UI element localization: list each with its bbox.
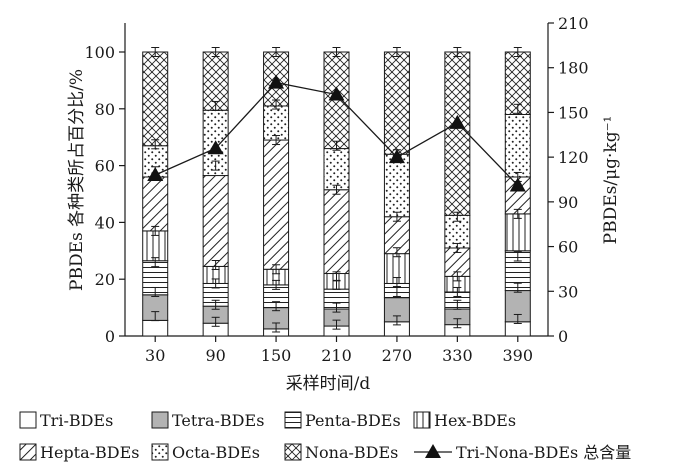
right-axis-title: PBDEs/μg·kg⁻¹ [601, 116, 621, 245]
bar-segment-nona-bdes [202, 51, 229, 111]
legend-label: Hex-BDEs [434, 411, 516, 430]
right-tick-label: 210 [558, 14, 589, 33]
right-tick-label: 90 [558, 193, 578, 212]
left-tick-label: 40 [95, 213, 115, 232]
right-tick-label: 60 [558, 238, 578, 257]
legend-label: Penta-BDEs [305, 411, 401, 430]
legend-swatch [413, 411, 431, 429]
bar-segment-tri-bdes [142, 319, 169, 337]
legend: Tri-BDEs Tetra-BDEs Penta-BDEs Hex-BDEs Hept… [19, 411, 631, 462]
right-tick-label: 120 [558, 148, 589, 167]
triangle-marker [509, 177, 526, 192]
right-y-ticks: 0 30 60 90 120 150 180 210 [548, 14, 589, 346]
left-tick-label: 100 [84, 43, 115, 62]
legend-label: Nona-BDEs [305, 443, 398, 462]
x-tick-label: 330 [442, 346, 473, 365]
bar-segment-nona-bdes [142, 51, 169, 147]
legend-swatch [284, 443, 302, 461]
triangle-marker [147, 167, 164, 182]
legend-swatch [151, 411, 169, 429]
legend-swatch [151, 443, 169, 461]
left-tick-label: 60 [95, 157, 115, 176]
x-tick-label: 390 [503, 346, 534, 365]
bar-segment-octa-bdes [383, 153, 410, 218]
bar-segment-octa-bdes [263, 105, 290, 141]
bar-segment-hepta-bdes [202, 175, 229, 267]
legend-swatch [284, 411, 302, 429]
triangle-marker [207, 140, 224, 155]
right-tick-label: 30 [558, 282, 578, 301]
bar-segment-octa-bdes [504, 113, 531, 178]
legend-swatch [19, 443, 37, 461]
left-y-ticks: 0 20 40 60 80 100 [84, 43, 125, 346]
x-tick-label: 270 [382, 346, 413, 365]
x-tick-label: 150 [261, 346, 292, 365]
bar-segment-hepta-bdes [142, 176, 169, 232]
triangle-marker [328, 86, 345, 101]
bar-segment-nona-bdes [383, 51, 410, 155]
right-tick-label: 150 [558, 103, 589, 122]
stacked-bars [142, 51, 531, 337]
left-axis-title: PBDEs 各种类所占百分比/% [67, 69, 87, 291]
bar-segment-octa-bdes [323, 148, 350, 191]
right-tick-label: 0 [558, 327, 568, 346]
bar-segment-hepta-bdes [263, 139, 290, 270]
legend-label: Tri-BDEs [40, 411, 113, 430]
bar-segment-nona-bdes [444, 51, 471, 216]
left-tick-label: 80 [95, 100, 115, 119]
legend-triangle-swatch [425, 444, 441, 458]
left-tick-label: 0 [105, 327, 115, 346]
legend-label: Tetra-BDEs [172, 411, 264, 430]
triangle-marker [268, 74, 285, 89]
x-tick-label: 90 [205, 346, 225, 365]
x-ticks: 30 90 150 210 270 330 390 [145, 336, 533, 365]
x-tick-label: 30 [145, 346, 165, 365]
x-tick-label: 210 [321, 346, 352, 365]
bar-segment-hex-bdes [504, 213, 531, 252]
legend-swatch [19, 411, 37, 429]
right-tick-label: 180 [558, 59, 589, 78]
total-content-line [147, 74, 526, 192]
bar-segment-hepta-bdes [323, 189, 350, 275]
x-axis-title: 采样时间/d [286, 374, 371, 394]
triangle-marker [388, 149, 405, 164]
left-tick-label: 20 [95, 270, 115, 289]
triangle-marker [449, 114, 466, 129]
legend-label: Hepta-BDEs [40, 443, 140, 462]
legend-label: Octa-BDEs [172, 443, 260, 462]
legend-label: Tri-Nona-BDEs 总含量 [456, 443, 631, 462]
